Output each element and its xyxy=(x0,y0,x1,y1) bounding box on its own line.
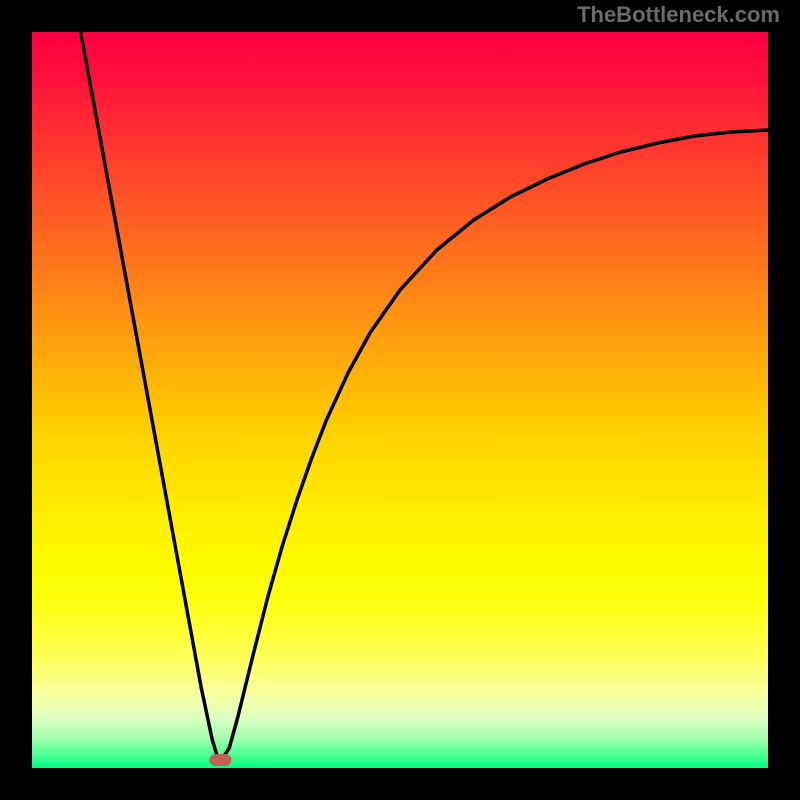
watermark-text: TheBottleneck.com xyxy=(577,2,780,28)
chart-canvas: TheBottleneck.com xyxy=(0,0,800,800)
minimum-marker xyxy=(209,754,231,766)
chart-svg xyxy=(0,0,800,800)
